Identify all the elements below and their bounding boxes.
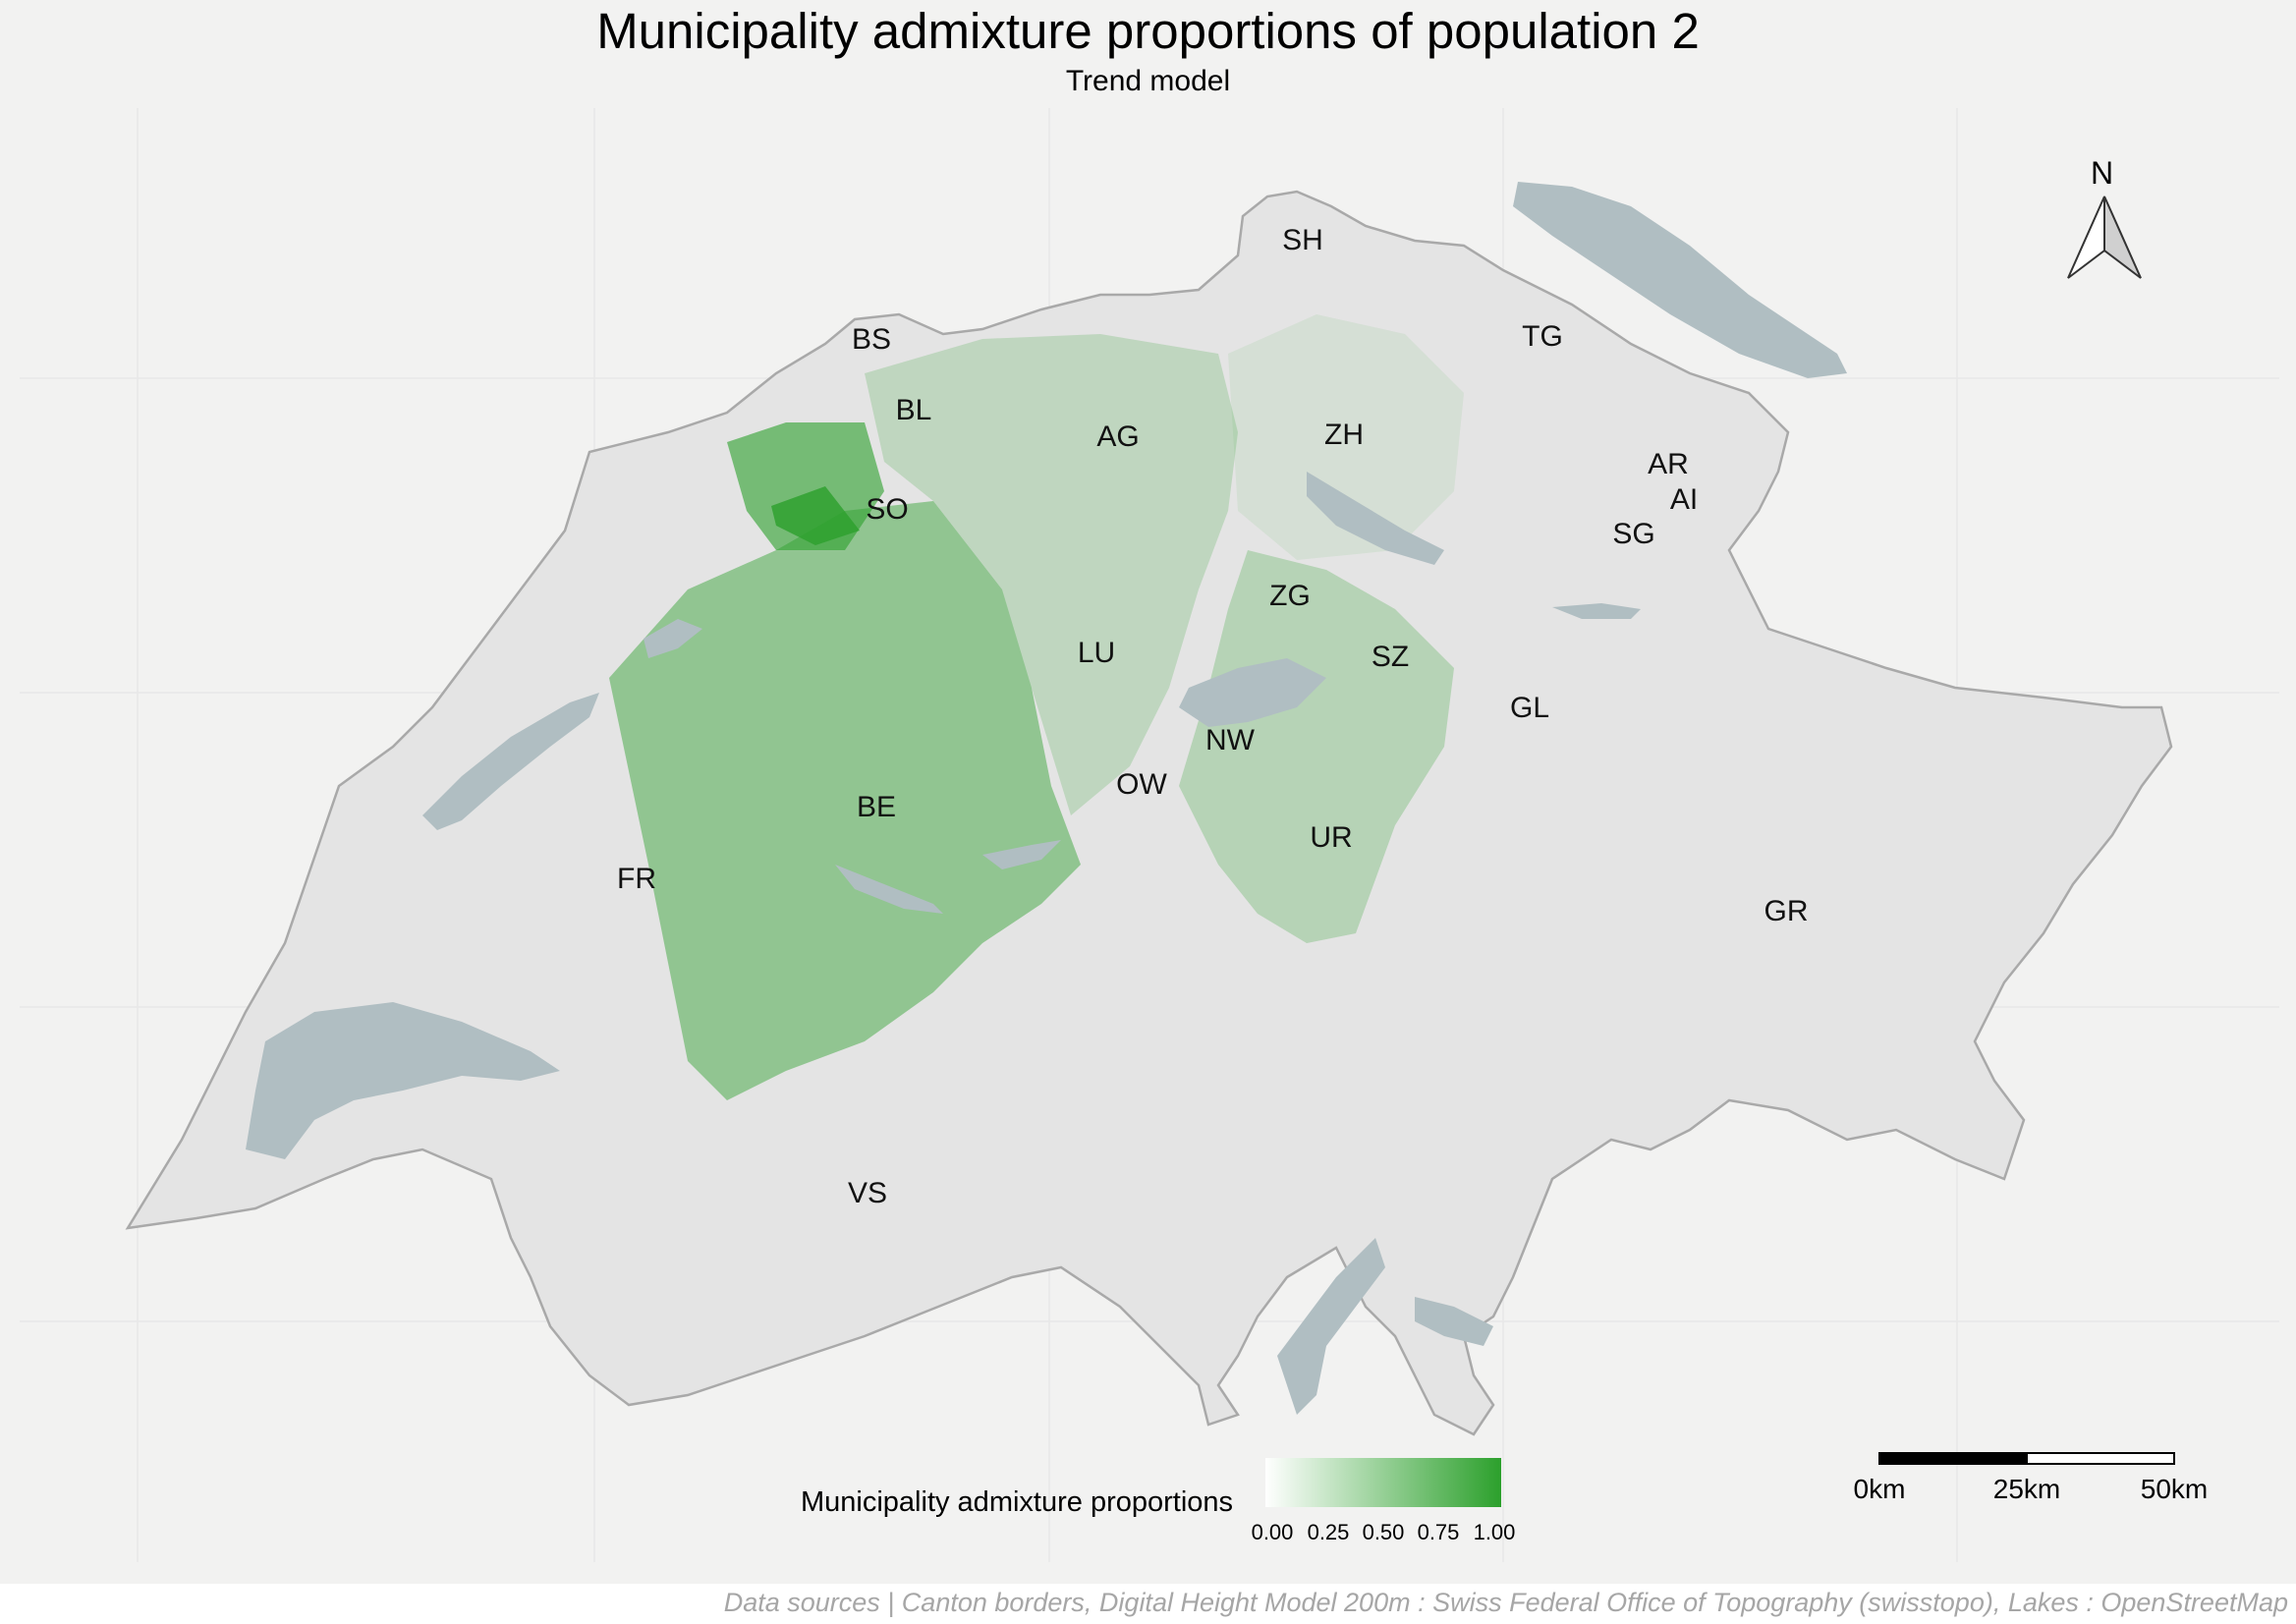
canton-label: TG bbox=[1522, 320, 1563, 353]
canton-label: BE bbox=[857, 791, 896, 823]
lake-neuchatel bbox=[422, 693, 599, 830]
canton-label: AI bbox=[1670, 483, 1698, 516]
scale-bar bbox=[1878, 1452, 2175, 1465]
canton-label: OW bbox=[1116, 768, 1167, 801]
legend-tick: 0.00 bbox=[1251, 1520, 1294, 1544]
admixture-overlay-ag-lu bbox=[865, 334, 1238, 815]
canton-label: BL bbox=[896, 394, 932, 426]
map-title: Municipality admixture proportions of po… bbox=[596, 3, 1700, 59]
north-label: N bbox=[2091, 155, 2114, 191]
lake-lucerne bbox=[1179, 658, 1326, 727]
canton-label: UR bbox=[1310, 821, 1352, 854]
lakes bbox=[246, 182, 1847, 1415]
admixture-overlay-be bbox=[609, 501, 1081, 1100]
lake-zurich bbox=[1307, 472, 1444, 565]
admixture-overlay-central bbox=[1179, 550, 1454, 943]
canton-label: SG bbox=[1612, 518, 1654, 550]
canton-label: SZ bbox=[1372, 641, 1409, 673]
canton-label: GL bbox=[1510, 692, 1549, 724]
legend-tick: 0.75 bbox=[1417, 1520, 1460, 1544]
admixture-overlay-so-dark bbox=[771, 486, 860, 545]
lake-lugano bbox=[1415, 1297, 1493, 1346]
data-sources-note: Data sources | Canton borders, Digital H… bbox=[723, 1588, 2288, 1617]
canton-label: AG bbox=[1096, 420, 1139, 453]
legend-colorbar bbox=[1265, 1458, 1501, 1507]
canton-label: SO bbox=[866, 493, 908, 526]
canton-label: AR bbox=[1648, 448, 1689, 480]
legend-tick: 0.50 bbox=[1362, 1520, 1405, 1544]
scale-label: 25km bbox=[1992, 1474, 2061, 1504]
canton-label: NW bbox=[1205, 724, 1256, 756]
map-subtitle: Trend model bbox=[1065, 65, 1231, 97]
lake-biel bbox=[644, 619, 702, 658]
lake-constance bbox=[1513, 182, 1847, 378]
canton-label: BS bbox=[852, 323, 891, 356]
scale-label: 50km bbox=[2140, 1474, 2209, 1504]
canton-label: ZG bbox=[1269, 580, 1311, 612]
canton-labels: SH TG BS BL AG ZH AR AI SG SO ZG LU SZ G… bbox=[617, 224, 1809, 1209]
legend-tick: 1.00 bbox=[1473, 1520, 1516, 1544]
canton-label: GR bbox=[1764, 895, 1809, 927]
lake-geneva bbox=[246, 1002, 560, 1159]
lake-maggiore bbox=[1277, 1238, 1385, 1415]
canton-label: LU bbox=[1078, 637, 1115, 669]
lake-thun bbox=[835, 865, 943, 914]
legend-tick: 0.25 bbox=[1307, 1520, 1350, 1544]
legend-title: Municipality admixture proportions bbox=[801, 1486, 1234, 1518]
admixture-overlay-zh bbox=[1228, 314, 1464, 560]
lake-brienz bbox=[982, 840, 1061, 869]
canton-label: FR bbox=[617, 863, 656, 895]
canton-label: SH bbox=[1282, 224, 1323, 256]
lake-walen bbox=[1552, 603, 1641, 619]
canton-label: ZH bbox=[1324, 419, 1364, 451]
footer: Data sources | Canton borders, Digital H… bbox=[0, 1584, 2296, 1624]
canton-label: VS bbox=[848, 1177, 887, 1209]
north-arrow-icon bbox=[2067, 196, 2142, 279]
scale-label: 0km bbox=[1853, 1474, 1906, 1504]
switzerland-relief bbox=[125, 190, 2173, 1436]
